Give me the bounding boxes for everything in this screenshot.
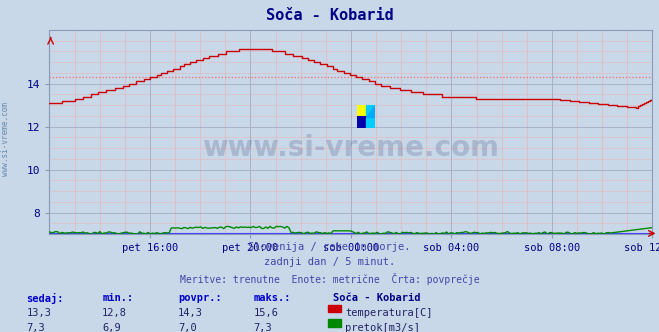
Text: maks.:: maks.: [254,293,291,303]
Text: zadnji dan / 5 minut.: zadnji dan / 5 minut. [264,257,395,267]
Text: 7,0: 7,0 [178,323,196,332]
Text: 7,3: 7,3 [26,323,45,332]
Text: sedaj:: sedaj: [26,293,64,304]
Text: 12,8: 12,8 [102,308,127,318]
Text: 7,3: 7,3 [254,323,272,332]
Bar [366,106,375,117]
Text: Soča - Kobarid: Soča - Kobarid [266,8,393,23]
Text: 15,6: 15,6 [254,308,279,318]
Text: 6,9: 6,9 [102,323,121,332]
Text: Soča - Kobarid: Soča - Kobarid [333,293,420,303]
Text: Slovenija / reke in morje.: Slovenija / reke in morje. [248,242,411,252]
Polygon shape [366,117,375,128]
Text: min.:: min.: [102,293,133,303]
Text: 14,3: 14,3 [178,308,203,318]
Text: www.si-vreme.com: www.si-vreme.com [1,103,10,176]
Text: 13,3: 13,3 [26,308,51,318]
Text: pretok[m3/s]: pretok[m3/s] [345,323,420,332]
Bar [357,106,366,117]
Polygon shape [366,106,375,117]
Text: temperatura[C]: temperatura[C] [345,308,433,318]
Polygon shape [357,117,366,128]
Polygon shape [357,117,366,128]
Text: www.si-vreme.com: www.si-vreme.com [202,134,500,162]
Text: Meritve: trenutne  Enote: metrične  Črta: povprečje: Meritve: trenutne Enote: metrične Črta: … [180,273,479,285]
Text: povpr.:: povpr.: [178,293,221,303]
